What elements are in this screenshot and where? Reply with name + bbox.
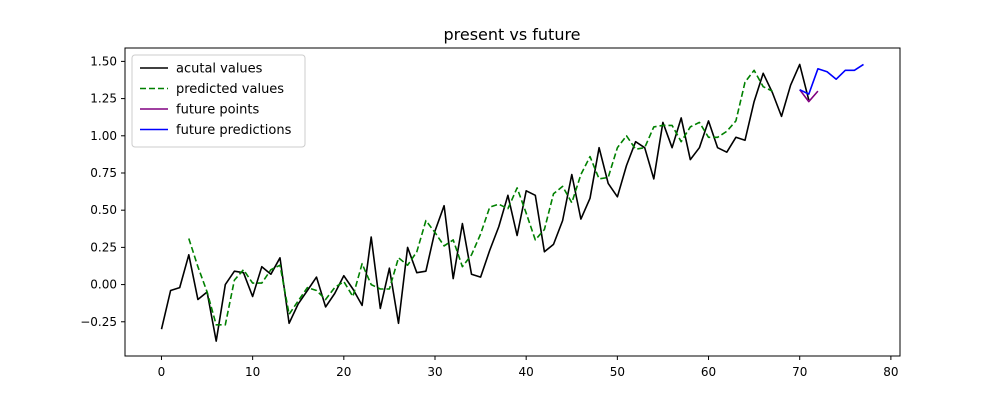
legend-label: acutal values xyxy=(176,62,263,77)
legend-label: predicted values xyxy=(176,82,284,97)
series-line-future-predictions xyxy=(799,63,864,95)
series-line-acutal-values xyxy=(160,63,810,342)
legend-box xyxy=(131,54,306,148)
y-tick-label: 0.75 xyxy=(90,166,117,180)
legend-label: future points xyxy=(176,103,259,118)
legend: acutal values predicted values future poin… xyxy=(131,54,306,148)
y-tick-label: −0.25 xyxy=(80,315,117,329)
x-tick-label: 20 xyxy=(336,365,351,379)
series-line-future-points xyxy=(799,89,819,103)
plot-marks xyxy=(160,63,864,342)
y-tick-label: 0.25 xyxy=(90,240,117,254)
x-tick-label: 10 xyxy=(245,365,260,379)
y-tick-label: 1.50 xyxy=(90,54,117,68)
x-tick-label: 60 xyxy=(701,365,716,379)
x-tick-label: 70 xyxy=(792,365,807,379)
chart-title: present vs future xyxy=(443,25,580,44)
series-line-predicted-values xyxy=(188,69,773,326)
x-tick-label: 40 xyxy=(519,365,534,379)
x-tick-label: 0 xyxy=(158,365,166,379)
y-tick-label: 1.00 xyxy=(90,129,117,143)
y-tick-label: 1.25 xyxy=(90,92,117,106)
x-tick-label: 50 xyxy=(610,365,625,379)
plot-frame xyxy=(124,47,901,357)
y-tick-label: 0.00 xyxy=(90,278,117,292)
axes: 0 10 20 30 40 50 60 70 80 −0.25 0.00 0.25 0.50 0.75 1.… xyxy=(80,54,898,379)
x-tick-label: 80 xyxy=(883,365,898,379)
legend-label: future predictions xyxy=(176,123,292,138)
y-tick-label: 0.50 xyxy=(90,203,117,217)
x-tick-label: 30 xyxy=(427,365,442,379)
